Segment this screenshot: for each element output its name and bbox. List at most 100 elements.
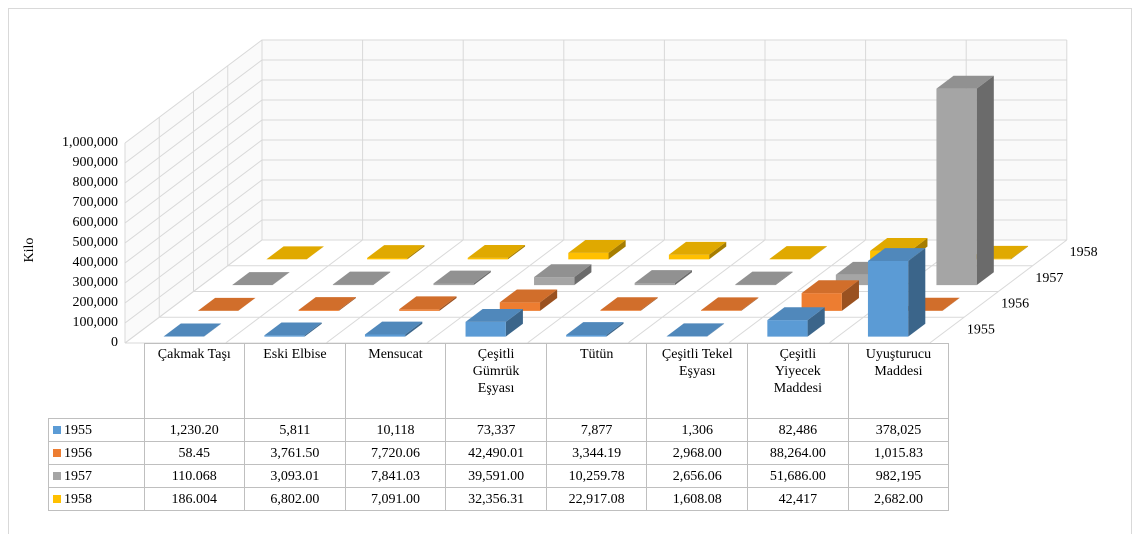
bar [399,296,457,311]
grid-line [124,59,1067,164]
bar-top [364,321,423,335]
bar-side [505,309,523,337]
bar-top [197,297,256,311]
bar-front [735,284,776,286]
bar-top [668,241,727,255]
grid-line [124,139,1067,244]
value-cell: 7,841.03 [344,464,447,488]
bar-side [807,307,825,337]
bar-side [439,296,457,311]
value-cell: 1,608.08 [646,487,749,511]
bar-top [600,297,658,311]
bar-side [674,270,693,286]
bar-front [467,257,508,260]
bar [298,297,356,311]
value-cell: 6,802.00 [244,487,346,511]
bar-top [399,296,457,310]
bar-front [364,334,406,337]
bar-side [640,297,658,311]
value-cell: 42,417 [747,487,849,511]
bar-top [266,246,324,260]
bar-side [706,323,725,337]
bar-front [936,88,977,286]
bar-side [741,297,759,311]
y-tick-label: 900,000 [73,155,119,170]
bar-side [942,297,960,311]
category-cell: Mensucat [344,343,447,419]
bar [534,264,592,286]
legend-label: 1956 [64,445,92,461]
bar-top [634,270,693,284]
bar-top [534,264,592,278]
value-cell: 110.068 [143,464,246,488]
value-cell: 3,761.50 [244,441,346,465]
value-cell: 32,356.31 [445,487,547,511]
bar-front [568,252,609,260]
legend-cell: 1956 [48,441,145,465]
legend-key [53,426,61,435]
bar-top [735,271,793,285]
bar [499,289,558,311]
bar-front [367,257,408,260]
bar-front [399,309,440,311]
value-cell: 1,015.83 [847,441,950,465]
legend-label: 1955 [64,422,92,438]
bar [600,297,658,311]
bar-front [465,321,506,337]
table-row: 1958 186.004 6,802.00 7,091.00 32,356.31 22,9… [48,487,950,511]
bar-side [338,297,356,311]
data-table: Çakmak Taşı Eski Elbise Mensucat Çeşitli Gü… [48,343,950,511]
value-cell: 5,811 [244,418,346,442]
y-tick-label: 1,000,000 [62,135,118,150]
table-header: Çakmak Taşı Eski Elbise Mensucat Çeşitli Gü… [48,343,950,419]
category-cell: Çeşitli Gümrük Eşyası [445,343,547,419]
category-cell: Çakmak Taşı [143,343,246,419]
legend-key [53,495,61,504]
bar-top [867,248,926,261]
value-cell: 2,682.00 [847,487,950,511]
grid-line [124,39,1067,144]
value-cell: 3,093.01 [244,464,346,488]
bar [769,246,827,260]
bar-side [809,246,827,260]
category-cell: Eski Elbise [244,343,346,419]
value-cell: 42,490.01 [445,441,547,465]
bar-side [407,245,425,260]
bar-side [540,289,558,311]
value-cell: 1,230.20 [143,418,246,442]
bar-side [976,75,994,286]
bar-front [566,334,607,337]
bar [566,322,624,337]
bar-top [870,237,928,251]
bar-top [769,246,827,259]
y-tick-label: 700,000 [73,195,119,210]
value-cell: 186.004 [143,487,246,511]
bar [264,322,322,337]
value-cell: 7,720.06 [344,441,447,465]
bar-top [367,245,425,258]
category-cell: Çeşitli Yiyecek Maddesi [747,343,849,419]
bar-front [801,293,842,311]
bar-side [606,322,624,337]
value-cell: 22,917.08 [545,487,648,511]
category-cell: Tütün [545,343,648,419]
bar-side [405,321,423,337]
depth-label: 1955 [967,322,995,337]
value-cell: 7,877 [545,418,648,442]
bar-front [499,302,541,311]
value-cell: 82,486 [747,418,849,442]
value-cell: 58.45 [143,441,246,465]
floor-divider [929,239,1068,344]
value-cell: 51,686.00 [747,464,849,488]
bar-side [709,241,727,260]
value-cell: 3,344.19 [545,441,648,465]
category-cell: Uyuşturucu Maddesi [847,343,950,419]
bar-side [908,248,926,337]
bar-side [473,270,491,286]
depth-label: 1956 [1001,297,1029,312]
bar [936,75,994,286]
bar-side [306,246,324,260]
value-cell: 2,656.06 [646,464,749,488]
chart-frame [8,8,1132,534]
